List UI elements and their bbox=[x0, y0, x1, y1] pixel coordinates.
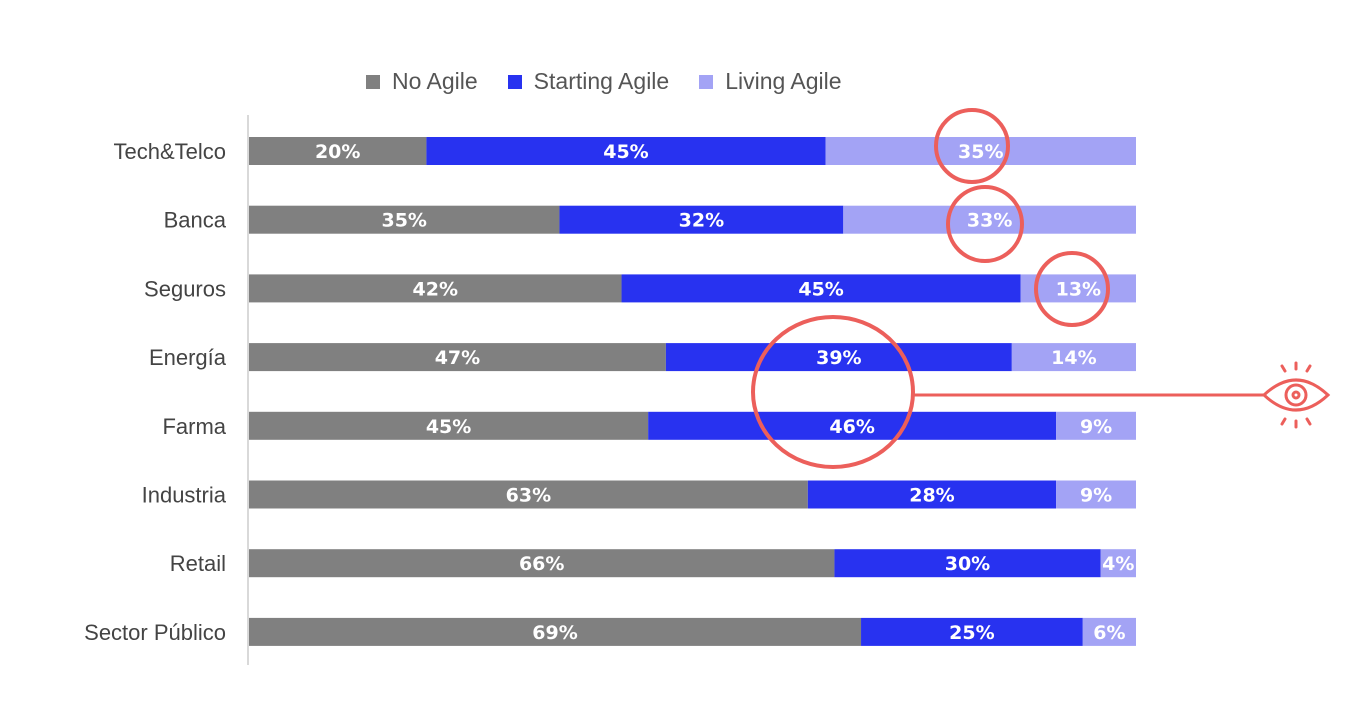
bar-segment-starting-agile bbox=[861, 617, 1083, 646]
data-label: 42% bbox=[413, 278, 458, 300]
bar-segment-no-agile bbox=[249, 480, 808, 509]
bar-segment-no-agile bbox=[249, 205, 560, 234]
bar-segment-no-agile bbox=[249, 411, 649, 440]
bar-segment-no-agile bbox=[249, 274, 622, 303]
legend-label: No Agile bbox=[392, 68, 478, 94]
data-label: 25% bbox=[949, 622, 994, 644]
category-label: Farma bbox=[162, 414, 226, 439]
legend-item-starting-agile: Starting Agile bbox=[507, 68, 670, 95]
bar-segment-no-agile bbox=[249, 137, 427, 165]
bar-segment-no-agile bbox=[249, 549, 835, 578]
bar-segment-living-agile bbox=[1020, 274, 1136, 303]
bar-segment-living-agile bbox=[1056, 411, 1136, 440]
bar-segment-living-agile bbox=[1082, 617, 1136, 646]
data-label: 33% bbox=[967, 210, 1012, 232]
legend-swatch bbox=[699, 74, 714, 89]
data-label: 28% bbox=[909, 485, 954, 507]
legend-label: Starting Agile bbox=[533, 68, 670, 94]
data-label: 13% bbox=[1056, 278, 1101, 300]
data-label: 69% bbox=[532, 622, 577, 644]
bar-segment-starting-agile bbox=[834, 549, 1101, 578]
bar-segment-starting-agile bbox=[648, 411, 1057, 440]
annotations bbox=[751, 108, 1331, 469]
bar-segment-starting-agile bbox=[426, 137, 826, 165]
bar-segment-starting-agile bbox=[621, 274, 1021, 303]
data-label: 45% bbox=[798, 278, 843, 300]
category-label: Energía bbox=[149, 345, 227, 370]
legend-item-living-agile: Living Agile bbox=[699, 68, 842, 95]
bar-segment-living-agile bbox=[1011, 343, 1136, 372]
bar-segment-starting-agile bbox=[559, 205, 844, 234]
data-label: 45% bbox=[603, 141, 648, 163]
highlight-circle bbox=[934, 108, 1010, 184]
bar-segment-no-agile bbox=[249, 617, 862, 646]
data-label: 32% bbox=[679, 210, 724, 232]
bar-segment-starting-agile bbox=[665, 343, 1012, 372]
data-label: 63% bbox=[506, 485, 551, 507]
category-label: Seguros bbox=[144, 276, 226, 301]
data-label: 4% bbox=[1102, 553, 1134, 575]
data-label: 35% bbox=[381, 210, 426, 232]
bar-segment-no-agile bbox=[249, 343, 666, 372]
legend-swatch bbox=[366, 74, 380, 89]
highlight-circle bbox=[1034, 251, 1110, 327]
bar-segment-living-agile bbox=[1056, 480, 1136, 509]
highlight-circle bbox=[946, 185, 1024, 263]
highlight-ellipse bbox=[751, 315, 915, 469]
data-label: 35% bbox=[958, 141, 1003, 163]
category-label: Industria bbox=[142, 483, 227, 508]
data-label: 47% bbox=[435, 347, 480, 369]
data-label: 9% bbox=[1080, 416, 1112, 438]
bar-segment-living-agile bbox=[843, 205, 1136, 234]
category-label: Tech&Telco bbox=[113, 139, 226, 164]
bar-segment-living-agile bbox=[825, 137, 1136, 165]
legend: No Agile Starting Agile Living Agile bbox=[366, 68, 842, 95]
data-label: 6% bbox=[1093, 622, 1125, 644]
data-label: 45% bbox=[426, 416, 471, 438]
category-label: Sector Público bbox=[84, 620, 226, 645]
bar-segment-living-agile bbox=[1100, 549, 1136, 578]
legend-item-no-agile: No Agile bbox=[366, 68, 478, 95]
eye-icon bbox=[1261, 361, 1331, 429]
bar-segment-starting-agile bbox=[807, 480, 1057, 509]
legend-label: Living Agile bbox=[725, 68, 842, 94]
data-label: 30% bbox=[945, 553, 990, 575]
category-label: Retail bbox=[170, 551, 226, 576]
legend-swatch bbox=[507, 74, 522, 89]
data-label: 9% bbox=[1080, 485, 1112, 507]
data-label: 14% bbox=[1051, 347, 1096, 369]
data-label: 66% bbox=[519, 553, 564, 575]
category-label: Banca bbox=[164, 208, 227, 233]
data-label: 20% bbox=[315, 141, 360, 163]
data-label: 39% bbox=[816, 347, 861, 369]
data-label: 46% bbox=[829, 416, 874, 438]
